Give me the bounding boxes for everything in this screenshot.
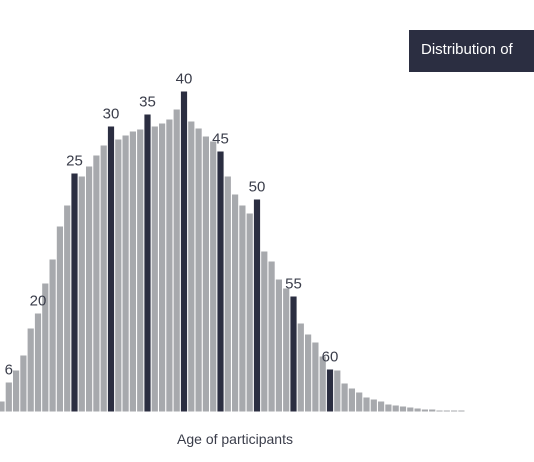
bar-age-36	[151, 126, 158, 412]
bar-label-60: 60	[322, 349, 339, 366]
bar-age-75	[436, 410, 443, 412]
bar-age-46	[224, 176, 231, 412]
bar-age-65	[363, 397, 370, 412]
bar-age-47	[232, 194, 239, 412]
bar-age-56	[297, 323, 304, 412]
bar-age-25	[71, 173, 78, 412]
bar-age-73	[421, 409, 428, 412]
bar-age-57	[305, 334, 312, 412]
bar-age-63	[348, 388, 355, 412]
bar-labels-group: 6 20 25 30 35 40 45 50 55 60	[5, 71, 339, 379]
bar-age-35	[144, 114, 151, 412]
bar-age-59	[319, 356, 326, 412]
bar-age-41	[188, 121, 195, 412]
bar-label-20: 20	[30, 293, 47, 310]
bar-age-70	[399, 406, 407, 412]
bar-label-50: 50	[249, 179, 266, 196]
bar-age-44	[210, 141, 217, 412]
bar-age-68	[385, 404, 392, 412]
bar-label-55: 55	[285, 276, 302, 293]
bar-age-72	[414, 408, 421, 412]
x-axis-label: Age of participants	[177, 431, 293, 447]
bar-age-15	[0, 401, 5, 412]
bar-age-37	[159, 123, 166, 412]
bar-age-55	[290, 296, 297, 412]
bar-age-53	[275, 279, 282, 412]
bar-age-31	[115, 139, 122, 412]
bar-age-78	[458, 410, 465, 412]
bar-age-58	[312, 342, 319, 412]
bar-age-16	[5, 382, 12, 412]
bar-age-50	[253, 199, 261, 412]
bar-age-40	[180, 91, 188, 412]
bar-age-23	[56, 226, 63, 412]
bar-label-25: 25	[66, 153, 83, 170]
chart-title: Distribution of	[421, 41, 513, 58]
bar-age-43	[202, 136, 209, 412]
bar-age-51	[261, 251, 268, 412]
bar-age-29	[100, 145, 107, 412]
bar-age-66	[370, 399, 377, 412]
bar-age-27	[86, 166, 93, 412]
bar-label-6: 6	[5, 362, 13, 379]
bar-age-61	[334, 370, 341, 412]
bar-age-32	[122, 135, 129, 412]
bar-age-48	[239, 205, 246, 412]
bar-age-20	[34, 313, 42, 412]
bar-label-40: 40	[176, 71, 193, 88]
bar-age-39	[173, 109, 180, 412]
bar-age-52	[268, 261, 275, 412]
bar-age-21	[42, 283, 49, 412]
bar-age-19	[27, 328, 34, 412]
bar-age-24	[64, 205, 71, 412]
bar-age-22	[49, 259, 56, 412]
bar-age-33	[129, 131, 136, 412]
bar-age-28	[93, 155, 100, 412]
bar-label-35: 35	[139, 94, 156, 111]
bar-age-62	[341, 383, 348, 412]
bars-group	[0, 91, 465, 412]
bar-age-74	[429, 409, 436, 412]
bar-age-30	[107, 126, 115, 412]
bar-age-45	[217, 151, 224, 412]
bar-age-17	[13, 370, 20, 412]
bar-age-38	[166, 119, 173, 412]
bar-age-54	[283, 288, 290, 412]
bar-age-77	[451, 410, 458, 412]
bar-label-45: 45	[212, 131, 229, 148]
bar-age-18	[20, 355, 27, 412]
bar-age-42	[195, 128, 202, 412]
bar-age-49	[246, 213, 253, 412]
chart-title-badge: Distribution of	[409, 30, 534, 72]
bar-label-30: 30	[103, 106, 120, 123]
bar-age-76	[443, 410, 450, 412]
bar-age-64	[356, 392, 363, 412]
bar-age-60	[326, 369, 334, 412]
bar-age-34	[137, 129, 144, 412]
bar-age-26	[78, 176, 85, 412]
bar-age-69	[392, 405, 399, 412]
bar-age-67	[378, 401, 385, 412]
bar-age-71	[407, 407, 414, 412]
